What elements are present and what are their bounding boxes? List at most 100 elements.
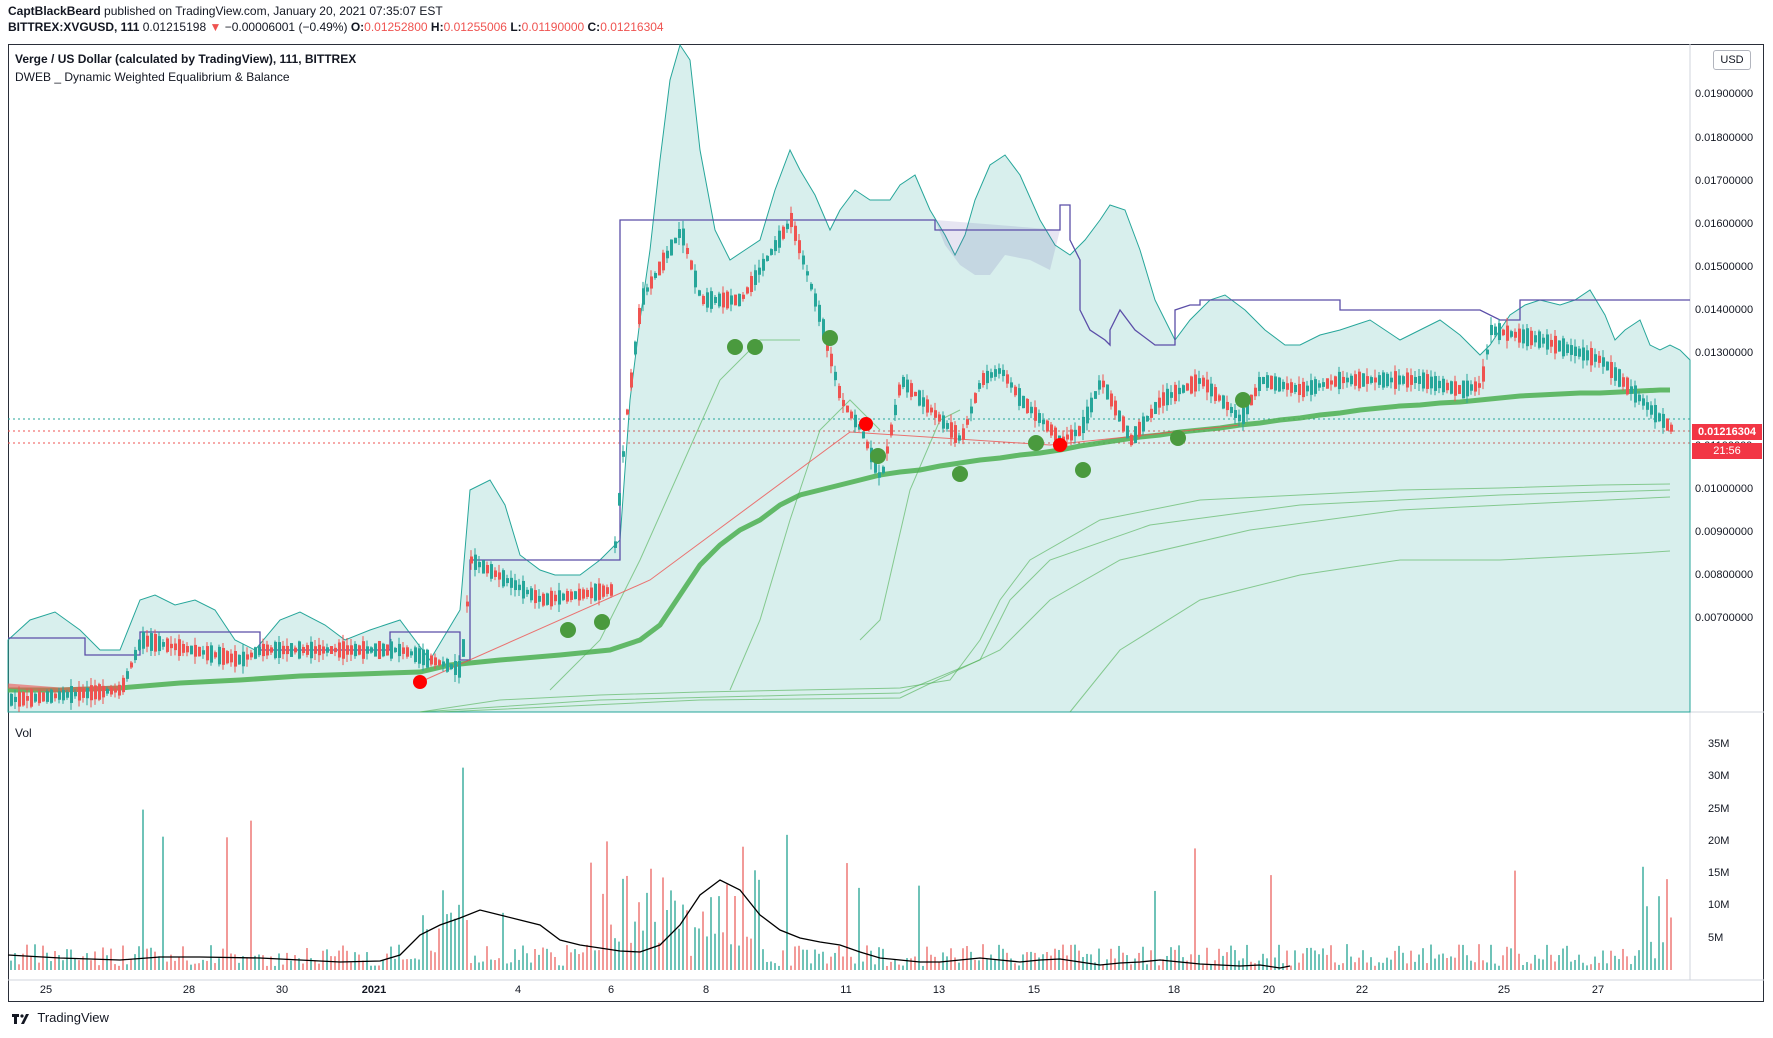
volume-bar (1446, 957, 1448, 970)
candle-body (386, 644, 389, 656)
volume-axis-label: 30M (1708, 770, 1730, 782)
volume-bar (462, 767, 464, 970)
volume-bar (554, 956, 556, 970)
buy-signal-dot[interactable] (870, 448, 886, 464)
volume-bar (1594, 956, 1596, 970)
candle-body (254, 647, 257, 659)
candle-body (1170, 392, 1173, 398)
candle-body (1242, 407, 1245, 425)
time-axis-label: 25 (1497, 984, 1511, 996)
candle-body (346, 645, 349, 655)
buy-signal-dot[interactable] (952, 466, 968, 482)
candle-body (890, 424, 893, 436)
candle-body (1090, 397, 1093, 413)
candle-body (770, 249, 773, 255)
volume-bar (1206, 947, 1208, 970)
candle-body (1190, 376, 1193, 394)
volume-bar (122, 945, 124, 970)
symbol-label[interactable]: BITTREX:XVGUSD, 111 (8, 20, 140, 34)
candle-body (1122, 416, 1125, 432)
candle-body (1150, 408, 1153, 418)
candle-body (958, 435, 961, 441)
volume-bar (710, 897, 712, 970)
candle-body (1046, 420, 1049, 432)
chart-frame[interactable] (8, 44, 1764, 1002)
volume-label[interactable]: Vol (15, 726, 32, 740)
sell-signal-dot[interactable] (859, 417, 873, 431)
candle-body (550, 590, 553, 607)
volume-bar (1046, 952, 1048, 970)
buy-signal-dot[interactable] (1235, 392, 1251, 408)
candle-body (966, 419, 969, 425)
author-name[interactable]: CaptBlackBeard (8, 4, 101, 18)
candle-body (810, 283, 813, 290)
volume-bar (430, 950, 432, 970)
volume-bar (1402, 952, 1404, 970)
volume-bar (1450, 956, 1452, 970)
price-axis-label: 0.01500000 (1695, 261, 1754, 273)
price-axis-label: 0.01800000 (1695, 132, 1754, 144)
volume-bar (302, 963, 304, 970)
candle-body (1162, 392, 1165, 406)
sell-signal-dot[interactable] (413, 675, 427, 689)
volume-bar (466, 920, 468, 970)
candle-body (798, 240, 801, 254)
volume-bar (814, 949, 816, 970)
volume-bar (770, 961, 772, 970)
volume-bar (1410, 950, 1412, 970)
volume-bar (322, 950, 324, 970)
candle-body (1370, 377, 1373, 383)
volume-bar (206, 960, 208, 970)
candle-body (714, 296, 717, 304)
candle-body (690, 260, 693, 270)
candle-body (914, 391, 917, 397)
volume-bar (1358, 957, 1360, 970)
volume-bar (834, 952, 836, 970)
currency-button[interactable]: USD (1713, 50, 1751, 70)
buy-signal-dot[interactable] (1170, 430, 1186, 446)
candle-body (286, 645, 289, 655)
volume-bar (494, 960, 496, 970)
candle-body (1582, 347, 1585, 361)
volume-bar (282, 964, 284, 970)
buy-signal-dot[interactable] (1075, 462, 1091, 478)
volume-bar (974, 959, 976, 970)
candle-body (1378, 375, 1381, 385)
volume-bar (982, 944, 984, 970)
chart-title[interactable]: Verge / US Dollar (calculated by Trading… (15, 52, 357, 66)
candle-body (1458, 385, 1461, 394)
volume-bar (1186, 960, 1188, 970)
volume-bar (894, 959, 896, 970)
high-value: 0.01255006 (443, 20, 507, 34)
volume-bar (454, 918, 456, 970)
candle-body (1350, 375, 1353, 385)
buy-signal-dot[interactable] (560, 622, 576, 638)
volume-bar (1522, 964, 1524, 970)
candle-body (490, 564, 493, 579)
candle-body (398, 643, 401, 657)
candle-body (618, 493, 621, 506)
volume-bar (1070, 944, 1072, 970)
candle-body (294, 647, 297, 653)
buy-signal-dot[interactable] (747, 339, 763, 355)
buy-signal-dot[interactable] (727, 339, 743, 355)
volume-bar (546, 948, 548, 970)
tradingview-brand[interactable]: TradingView (12, 1010, 109, 1025)
volume-bar (1166, 955, 1168, 970)
candle-body (1658, 413, 1661, 422)
indicator-label[interactable]: DWEB _ Dynamic Weighted Equalibrium & Ba… (15, 70, 290, 84)
sell-signal-dot[interactable] (1053, 438, 1067, 452)
buy-signal-dot[interactable] (822, 330, 838, 346)
buy-signal-dot[interactable] (1028, 435, 1044, 451)
volume-bar (234, 954, 236, 970)
buy-signal-dot[interactable] (594, 614, 610, 630)
candle-body (1622, 377, 1625, 387)
candle-body (534, 590, 537, 604)
candle-body (282, 645, 285, 655)
volume-bar (70, 949, 72, 970)
candle-body (626, 409, 629, 415)
volume-bar (786, 834, 788, 970)
volume-bar (1122, 952, 1124, 970)
volume-bar (162, 836, 164, 970)
